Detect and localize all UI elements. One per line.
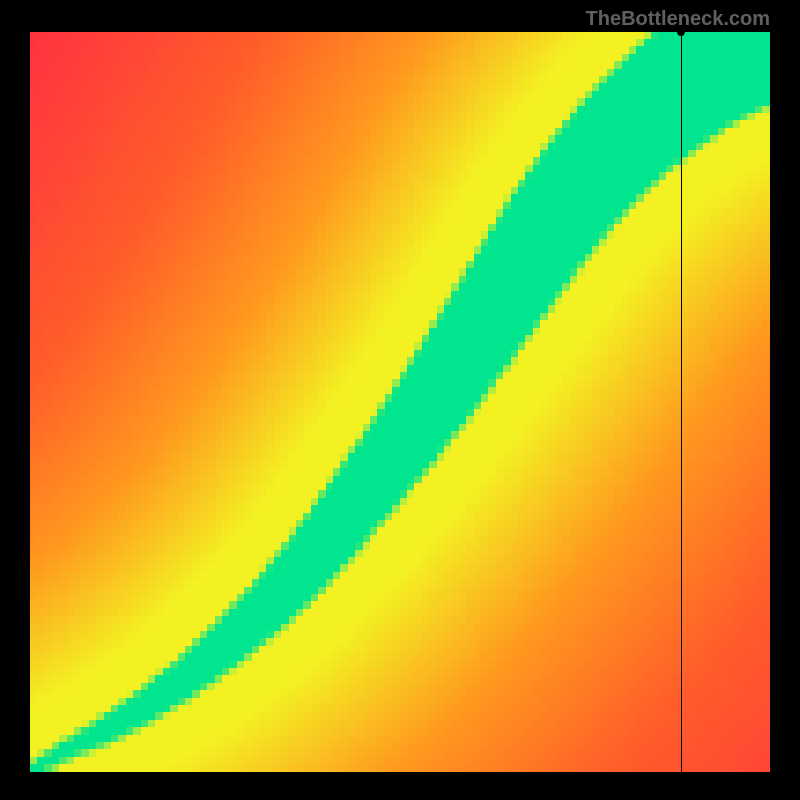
heatmap-canvas (30, 32, 770, 772)
annotation-vertical-line (681, 32, 682, 772)
watermark-text: TheBottleneck.com (586, 8, 770, 31)
plot-area (30, 32, 770, 772)
